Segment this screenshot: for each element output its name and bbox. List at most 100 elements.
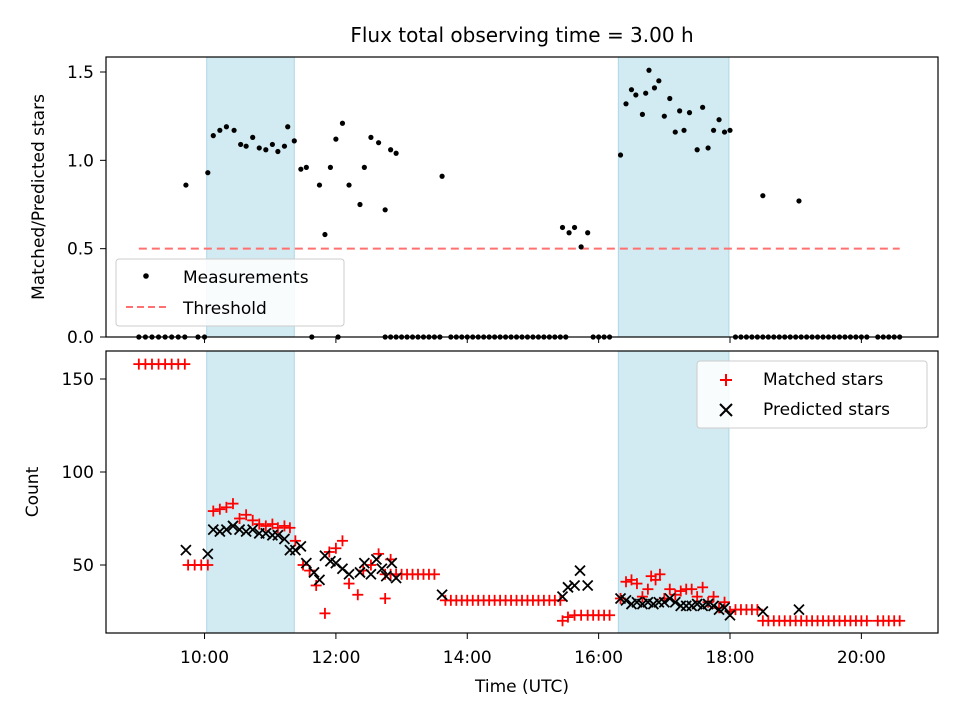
- measurement-point: [721, 129, 728, 135]
- predicted-point: [718, 602, 731, 614]
- measurement-point: [368, 134, 374, 140]
- measurement-point: [716, 117, 722, 123]
- matched-point: [343, 578, 355, 590]
- predicted-point: [724, 609, 736, 621]
- matched-point: [620, 576, 632, 588]
- predicted-point: [272, 529, 284, 541]
- predicted-point: [669, 596, 681, 608]
- matched-point: [319, 607, 331, 619]
- highlight-band: [617, 56, 730, 338]
- bottom-legend: Matched stars Predicted stars: [696, 360, 928, 429]
- measurement-point: [275, 148, 281, 155]
- predicted-point: [707, 600, 720, 612]
- measurement-point: [388, 147, 394, 153]
- matched-point: [686, 583, 698, 595]
- measurement-point: [578, 244, 584, 250]
- measurement-point: [623, 101, 629, 107]
- bottom-y-ticks: 50 100 150: [62, 370, 106, 576]
- matched-point: [894, 615, 906, 627]
- y-tick-label: 0.5: [67, 240, 94, 260]
- measurement-point: [361, 164, 367, 170]
- top-x-ticks: [204, 337, 862, 343]
- matched-point: [310, 579, 322, 591]
- measurement-point: [566, 230, 572, 236]
- matched-point: [289, 535, 301, 547]
- top-panel: 0.0 0.5 1.0 1.5 Matched/Predicted stars Mea…: [29, 56, 939, 348]
- matched-point: [631, 578, 643, 590]
- matched-point: [234, 513, 246, 524]
- y-tick-label: 1.5: [67, 63, 94, 83]
- predicted-point: [390, 572, 402, 584]
- predicted-point: [278, 533, 291, 545]
- predicted-point: [354, 566, 366, 579]
- y-tick-label: 0.0: [67, 328, 94, 348]
- predicted-point: [562, 581, 574, 593]
- predicted-point: [664, 592, 676, 605]
- measurement-point: [333, 136, 339, 142]
- measurement-point: [269, 141, 275, 148]
- predicted-point: [202, 548, 214, 560]
- highlight-band: [206, 350, 295, 634]
- predicted-point: [757, 605, 769, 618]
- y-tick-label: 150: [62, 370, 94, 390]
- measurement-point: [710, 127, 717, 133]
- measurement-point: [727, 127, 733, 133]
- matched-point: [247, 514, 259, 526]
- predicted-point: [227, 520, 239, 532]
- matched-point: [278, 520, 290, 532]
- matched-point: [330, 542, 342, 554]
- matched-point: [336, 535, 348, 547]
- measurement-point: [681, 127, 687, 133]
- measurement-point: [285, 124, 291, 130]
- measurement-point: [633, 92, 639, 98]
- predicted-point: [380, 570, 392, 582]
- measurement-point: [256, 145, 262, 151]
- predicted-point: [658, 596, 670, 608]
- measurement-point: [327, 164, 334, 170]
- measurement-point: [375, 140, 382, 146]
- legend-matched-label: Matched stars: [763, 370, 883, 390]
- predicted-point: [582, 579, 594, 592]
- measurement-point: [628, 87, 635, 93]
- matched-point: [202, 559, 214, 571]
- predicted-point: [308, 566, 320, 579]
- matched-point: [604, 609, 616, 621]
- measurement-point: [672, 129, 678, 135]
- x-tick-label: 20:00: [837, 648, 886, 668]
- legend-matched-marker: [720, 374, 732, 386]
- matched-point: [227, 498, 239, 510]
- top-y-ticks: 0.0 0.5 1.0 1.5: [67, 63, 106, 348]
- predicted-point: [220, 524, 233, 536]
- matched-point: [691, 591, 703, 603]
- measurement-point: [238, 141, 244, 148]
- measurement-point: [643, 90, 649, 96]
- measurement-point: [617, 152, 624, 158]
- bottom-y-axis-label: Count: [23, 466, 43, 517]
- matched-point: [636, 591, 648, 603]
- chart-title: Flux total observing time = 3.00 h: [350, 23, 693, 47]
- predicted-point: [436, 589, 448, 601]
- measurement-point: [646, 67, 652, 73]
- predicted-point: [300, 557, 312, 569]
- matched-point: [179, 358, 191, 370]
- predicted-point: [240, 525, 252, 538]
- predicted-point: [376, 563, 388, 575]
- measurement-point: [316, 182, 323, 188]
- bottom-axes-frame: [105, 350, 939, 634]
- predicted-point: [295, 540, 307, 553]
- legend-measurement-marker: [143, 273, 149, 279]
- measurement-point: [686, 110, 693, 116]
- predicted-point: [574, 564, 586, 577]
- matched-point: [719, 596, 731, 608]
- predicted-point: [358, 557, 370, 569]
- legend-predicted-marker: [719, 403, 733, 417]
- predicted-point: [233, 524, 246, 536]
- matched-point: [562, 611, 574, 623]
- top-legend-box: [115, 258, 345, 327]
- y-tick-label: 50: [72, 556, 94, 576]
- measurement-point: [291, 138, 297, 144]
- legend-threshold-label: Threshold: [182, 299, 267, 319]
- matched-point: [697, 581, 709, 593]
- measurement-point: [559, 224, 566, 231]
